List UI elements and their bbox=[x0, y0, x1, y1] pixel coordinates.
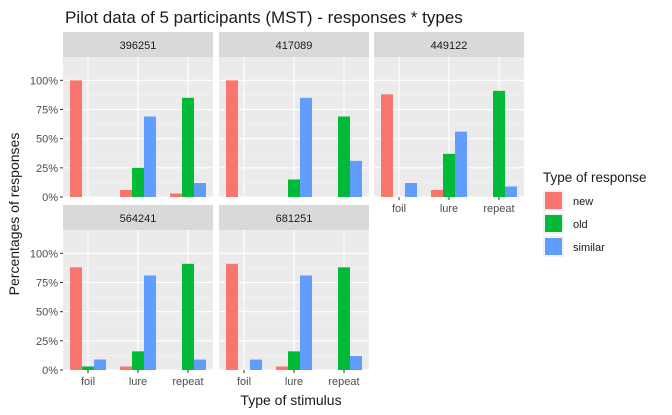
x-tick-label: foil bbox=[81, 376, 95, 388]
bar-old-lure bbox=[288, 179, 300, 197]
chart-title: Pilot data of 5 participants (MST) - res… bbox=[65, 8, 463, 27]
facet-panel-396251: 396251 0% 25% 50% 75% 100% bbox=[30, 32, 213, 204]
facet-strip bbox=[219, 32, 369, 57]
legend: Type of response new old similar bbox=[543, 170, 647, 257]
y-tick-label: 25% bbox=[36, 163, 58, 175]
x-tick-label: repeat bbox=[483, 203, 514, 215]
facet-strip-label: 564241 bbox=[120, 213, 157, 225]
facet-strip bbox=[219, 205, 369, 230]
bar-old-repeat bbox=[182, 263, 194, 370]
bar-new-foil bbox=[70, 267, 82, 370]
x-tick-label: repeat bbox=[328, 376, 359, 388]
legend-label-new: new bbox=[573, 196, 593, 208]
x-tick-label: repeat bbox=[172, 376, 203, 388]
bar-similar-lure bbox=[144, 116, 156, 197]
bar-similar-repeat bbox=[194, 359, 206, 370]
x-tick-label: lure bbox=[129, 376, 147, 388]
legend-label-old: old bbox=[573, 219, 588, 231]
bar-similar-lure bbox=[300, 97, 312, 197]
facet-strip bbox=[63, 205, 213, 230]
bar-old-lure bbox=[288, 351, 300, 370]
bar-similar-foil bbox=[405, 183, 417, 197]
bar-similar-lure bbox=[144, 275, 156, 370]
facet-strip bbox=[63, 32, 213, 57]
bar-new-lure bbox=[431, 190, 443, 197]
bar-old-repeat bbox=[338, 267, 350, 370]
bar-old-lure bbox=[132, 167, 144, 197]
facet-panel-681251: 681251 foil lure repeat bbox=[219, 205, 369, 388]
y-tick-label: 0% bbox=[42, 365, 58, 377]
bar-similar-lure bbox=[455, 131, 467, 197]
bar-similar-repeat bbox=[350, 160, 362, 197]
facet-strip-label: 417089 bbox=[276, 40, 313, 52]
y-tick-label: 0% bbox=[42, 192, 58, 204]
y-tick-label: 100% bbox=[30, 75, 58, 87]
y-tick-label: 50% bbox=[36, 307, 58, 319]
bar-new-foil bbox=[381, 94, 393, 197]
x-tick-label: foil bbox=[392, 203, 406, 215]
bar-old-lure bbox=[443, 153, 455, 197]
y-axis-title: Percentages of responses bbox=[6, 133, 22, 296]
legend-swatch-new bbox=[545, 192, 562, 209]
x-tick-label: lure bbox=[440, 203, 458, 215]
facet-strip-label: 449122 bbox=[431, 40, 468, 52]
facet-strip-label: 681251 bbox=[276, 213, 313, 225]
x-axis-title: Type of stimulus bbox=[240, 392, 341, 408]
facet-panel-564241: 564241 0% 25% 50% 75% 100% foil lure repeat bbox=[30, 205, 213, 388]
bar-new-foil bbox=[226, 263, 238, 370]
y-tick-label: 75% bbox=[36, 278, 58, 290]
bar-similar-foil bbox=[94, 359, 106, 370]
bar-new-lure bbox=[120, 366, 132, 370]
legend-swatch-old bbox=[545, 215, 562, 232]
bar-old-lure bbox=[132, 351, 144, 370]
bar-similar-repeat bbox=[505, 186, 517, 197]
y-tick-label: 100% bbox=[30, 248, 58, 260]
bar-old-repeat bbox=[493, 90, 505, 197]
x-tick-label: lure bbox=[285, 376, 303, 388]
legend-swatch-similar bbox=[545, 238, 562, 255]
legend-title: Type of response bbox=[543, 170, 647, 185]
facet-strip bbox=[374, 32, 524, 57]
y-tick-label: 25% bbox=[36, 336, 58, 348]
bar-new-lure bbox=[276, 366, 288, 370]
bar-similar-repeat bbox=[350, 356, 362, 370]
bar-old-foil bbox=[82, 366, 94, 370]
facet-strip-label: 396251 bbox=[120, 40, 157, 52]
bar-similar-repeat bbox=[194, 183, 206, 197]
bar-old-repeat bbox=[182, 97, 194, 197]
bar-similar-foil bbox=[250, 359, 262, 370]
bar-new-lure bbox=[120, 190, 132, 197]
bar-similar-lure bbox=[300, 275, 312, 370]
x-tick-label: foil bbox=[237, 376, 251, 388]
y-tick-label: 75% bbox=[36, 105, 58, 117]
bar-new-foil bbox=[70, 80, 82, 197]
bar-new-repeat bbox=[170, 193, 182, 197]
legend-label-similar: similar bbox=[573, 242, 605, 254]
facet-panel-417089: 417089 bbox=[219, 32, 369, 198]
facet-panel-449122: 449122 foil lure repeat bbox=[374, 32, 524, 215]
bar-new-foil bbox=[226, 80, 238, 197]
y-tick-label: 50% bbox=[36, 134, 58, 146]
bar-old-repeat bbox=[338, 116, 350, 197]
